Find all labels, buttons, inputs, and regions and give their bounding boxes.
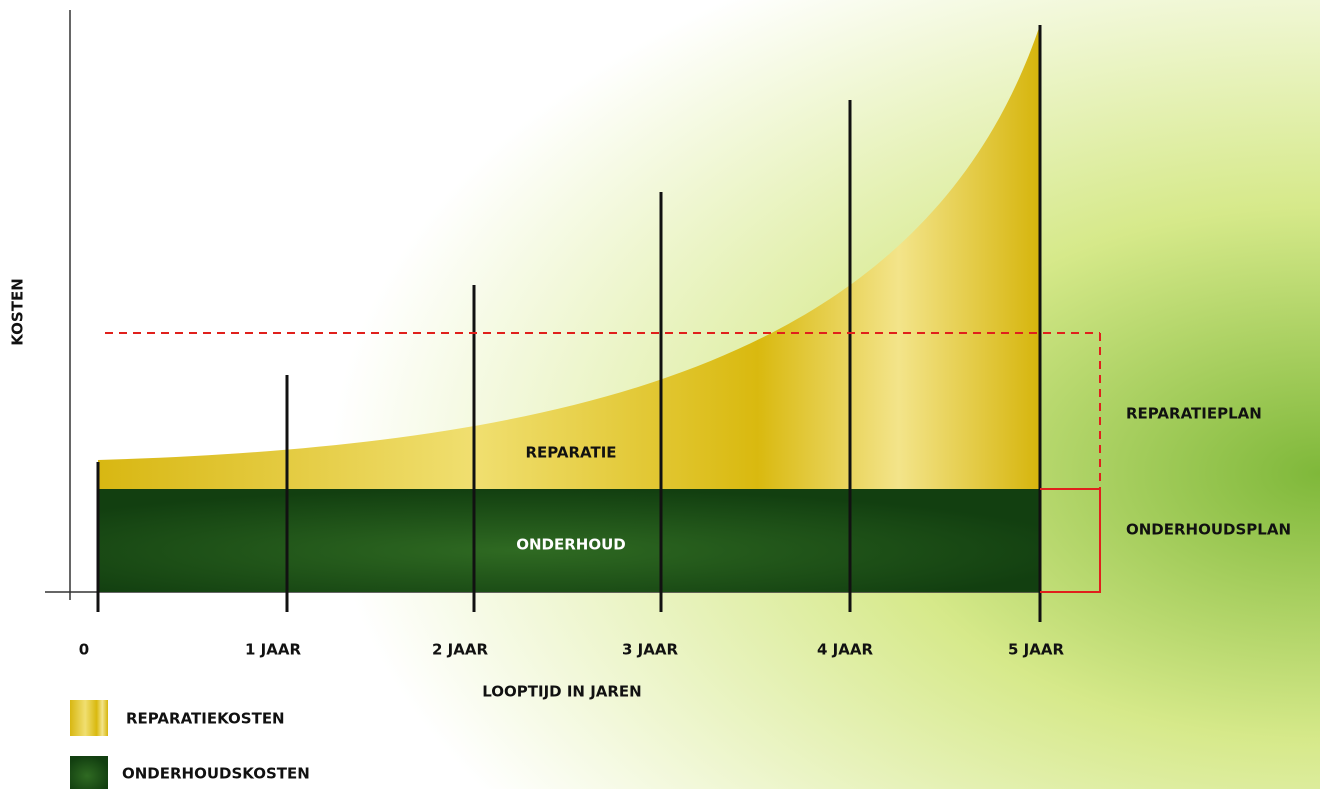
legend-label: REPARATIEKOSTEN [126,710,285,728]
maintenance-plan-bracket [1040,488,1101,593]
y-axis-label: KOSTEN [9,278,27,346]
area-label: REPARATIE [525,444,616,462]
legend-swatch [70,700,108,736]
x-tick-label: 2 JAAR [432,641,488,659]
x-tick-label: 1 JAAR [245,641,301,659]
x-tick-label: 3 JAAR [622,641,678,659]
x-tick-label: 4 JAAR [817,641,873,659]
x-axis-label: LOOPTIJD IN JAREN [482,683,642,701]
legend-swatch [70,756,108,789]
area-label: ONDERHOUD [516,536,626,554]
repair-area [98,25,1040,489]
x-tick-label: 5 JAAR [1008,641,1064,659]
bracket-label: REPARATIEPLAN [1126,405,1262,423]
x-tick-label: 0 [79,641,89,659]
bracket-label: ONDERHOUDSPLAN [1126,521,1291,539]
maintenance-area [98,489,1040,592]
legend-label: ONDERHOUDSKOSTEN [122,765,310,783]
